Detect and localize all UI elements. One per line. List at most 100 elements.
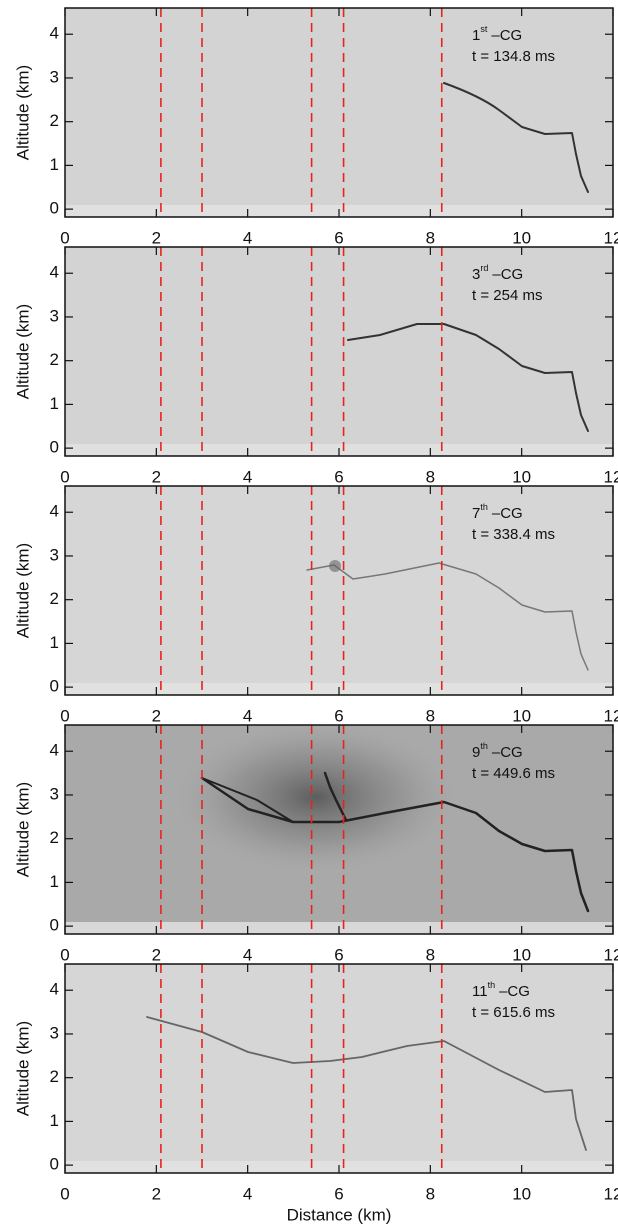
image-layer [146,1016,587,1151]
x-tick-label: 0 [60,467,69,486]
stroke-number: 11 [472,983,488,1000]
x-tick-label: 4 [243,1184,252,1203]
x-tick-label: 4 [243,706,252,725]
x-tick-label: 6 [334,228,343,247]
stroke-suffix: th [480,741,488,751]
time-label: t = 254 ms [472,287,542,304]
y-tick-label: 4 [50,980,59,999]
lightning-channel [347,323,589,432]
x-tick-label: 8 [426,1184,435,1203]
y-tick-label: 3 [50,784,59,803]
y-tick-label: 1 [50,872,59,891]
y-axis-label: Altitude (km) [13,304,32,399]
stroke-label: 3rd –CG [472,263,523,283]
x-tick-label: 6 [334,1184,343,1203]
x-tick-label: 10 [512,706,531,725]
stroke-label: 1st –CG [472,24,522,44]
lightning-branch [201,777,294,823]
y-tick-label: 2 [50,350,59,369]
x-tick-label: 4 [243,467,252,486]
image-layer [347,323,589,432]
y-tick-label: 4 [50,24,59,43]
x-tick-label: 2 [152,945,161,964]
time-label: t = 134.8 ms [472,48,555,65]
stroke-number: 1 [472,27,480,44]
lightning-channel [443,82,589,193]
stroke-suffix: rd [480,263,488,273]
stroke-number: 7 [472,505,480,522]
lightning-branch [323,771,348,822]
stroke-suffix: th [488,980,496,990]
x-tick-label: 12 [604,467,618,486]
x-tick-label: 10 [512,228,531,247]
stroke-label: 9th –CG [472,741,523,761]
y-axis-label: Altitude (km) [13,543,32,638]
x-tick-label: 2 [152,467,161,486]
y-tick-label: 1 [50,1111,59,1130]
y-axis-label: Altitude (km) [13,782,32,877]
y-tick-label: 3 [50,1023,59,1042]
x-tick-label: 4 [243,228,252,247]
y-tick-label: 0 [50,916,59,935]
stroke-number: 3 [472,266,480,283]
x-tick-label: 6 [334,467,343,486]
stroke-type: –CG [492,505,523,522]
y-tick-label: 0 [50,1155,59,1174]
y-tick-label: 0 [50,438,59,457]
x-tick-label: 2 [152,706,161,725]
x-tick-label: 8 [426,945,435,964]
image-background [65,247,613,456]
y-tick-label: 4 [50,263,59,282]
y-tick-label: 2 [50,1067,59,1086]
x-tick-label: 4 [243,945,252,964]
image-background [65,486,613,695]
y-tick-label: 2 [50,828,59,847]
stroke-type: –CG [499,983,530,1000]
stroke-type: –CG [492,266,523,283]
x-tick-label: 8 [426,706,435,725]
x-tick-label: 0 [60,228,69,247]
x-tick-label: 10 [512,1184,531,1203]
y-tick-label: 3 [50,67,59,86]
stroke-suffix: th [480,502,488,512]
x-tick-label: 12 [604,228,618,247]
x-tick-label: 12 [604,706,618,725]
y-tick-label: 2 [50,111,59,130]
x-tick-label: 8 [426,467,435,486]
image-layer [306,560,589,671]
x-tick-label: 12 [604,1184,618,1203]
x-tick-label: 8 [426,228,435,247]
time-label: t = 615.6 ms [472,1004,555,1021]
image-layer [176,722,590,913]
lightning-channel [200,776,590,913]
glow [176,722,456,872]
stroke-suffix: st [480,24,488,34]
y-tick-label: 0 [50,199,59,218]
time-label: t = 338.4 ms [472,526,555,543]
y-tick-label: 1 [50,394,59,413]
x-tick-label: 2 [152,1184,161,1203]
y-tick-label: 4 [50,741,59,760]
x-tick-label: 6 [334,706,343,725]
y-tick-label: 1 [50,155,59,174]
y-axis-label: Altitude (km) [13,65,32,160]
stroke-label: 7th –CG [472,502,523,522]
channel-blob [329,560,341,572]
y-tick-label: 1 [50,633,59,652]
image-background [65,8,613,217]
lightning-channel [146,1016,587,1151]
stroke-label: 11th –CG [472,980,530,1000]
x-tick-label: 10 [512,467,531,486]
y-tick-label: 0 [50,677,59,696]
stroke-type: –CG [491,27,522,44]
y-axis-label: Altitude (km) [13,1021,32,1116]
x-axis-label: Distance (km) [287,1205,392,1224]
x-tick-label: 0 [60,706,69,725]
